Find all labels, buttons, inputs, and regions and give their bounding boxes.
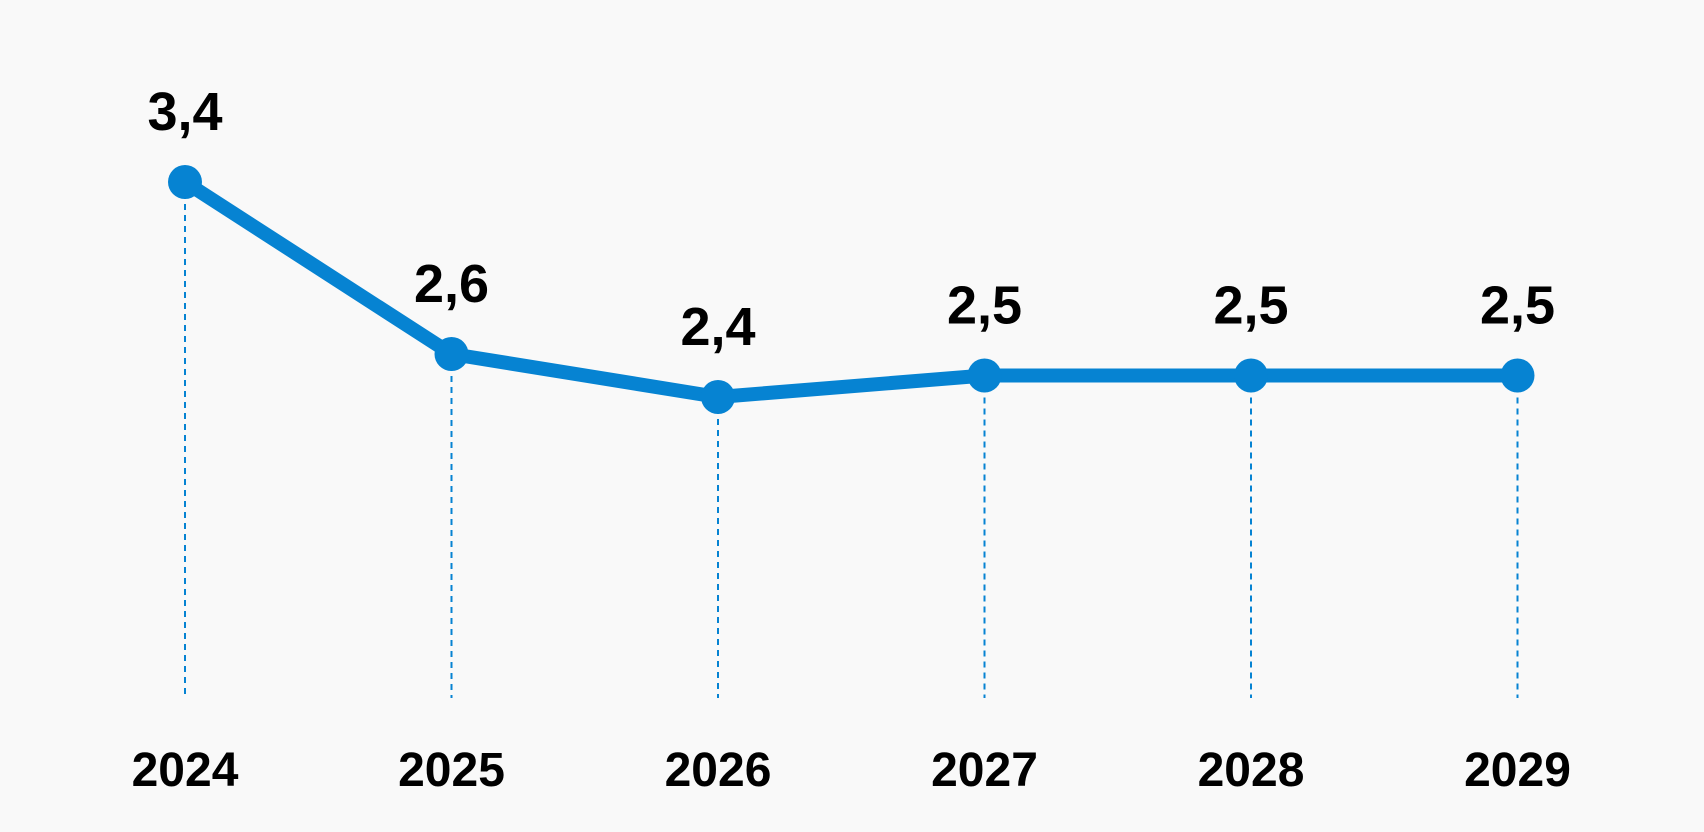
value-label-2029: 2,5 [1480,276,1555,336]
value-label-2026: 2,4 [680,297,755,357]
value-labels: 3,4 2,6 2,4 2,5 2,5 2,5 [147,82,1555,357]
value-label-2028: 2,5 [1213,276,1288,336]
data-series [168,165,1535,414]
data-point-2024 [168,165,202,199]
series-line [178,175,1525,404]
x-tick-label-2025: 2025 [398,744,505,797]
x-tick-label-2024: 2024 [132,744,239,797]
value-label-2024: 3,4 [147,82,222,142]
x-tick-label-2026: 2026 [665,744,772,797]
x-tick-label-2027: 2027 [931,744,1038,797]
data-point-2025 [434,337,469,371]
value-label-2027: 2,5 [947,276,1022,336]
data-point-2029 [1500,358,1535,393]
data-point-2027 [967,358,1002,393]
data-point-2028 [1234,358,1268,393]
vertical-guides [184,182,1519,698]
x-tick-label-2028: 2028 [1198,744,1305,797]
x-axis-tick-labels: 2024 2025 2026 2027 2028 2029 [132,744,1571,797]
value-label-2025: 2,6 [414,254,489,314]
x-tick-label-2029: 2029 [1464,744,1571,797]
data-point-2026 [701,380,735,414]
